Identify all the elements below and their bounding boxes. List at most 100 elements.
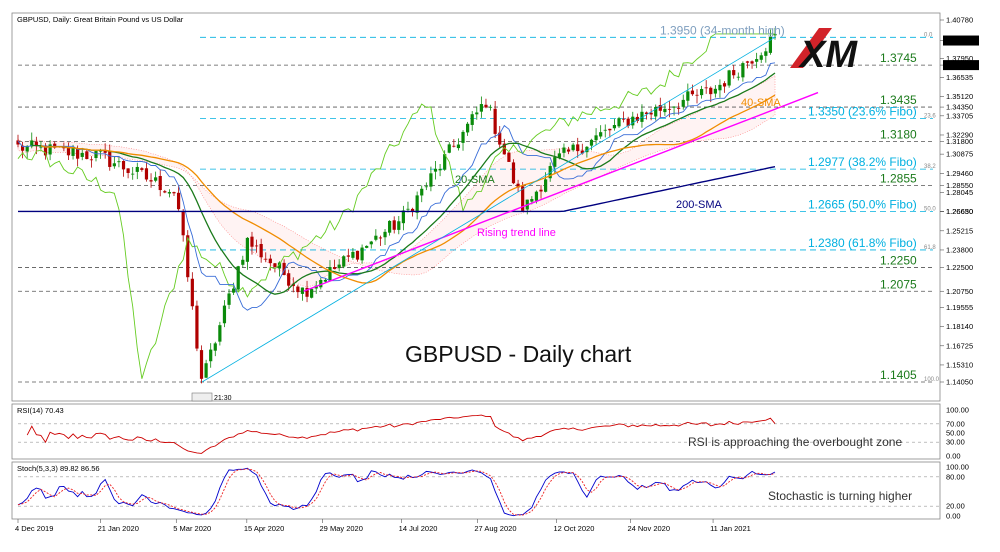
y-tick-label: 1.20750 (946, 287, 973, 296)
candle-body (328, 267, 332, 281)
candle-body (163, 191, 167, 193)
candle-body (695, 94, 699, 96)
y-tick-label: 1.15310 (946, 360, 973, 369)
candle-body (273, 263, 277, 267)
candle-body (699, 89, 704, 96)
level-label: 1.2075 (880, 277, 917, 291)
candle-body (39, 146, 43, 148)
fibo-tag: 23.6 (924, 114, 936, 120)
x-tick-label: 14 Jul 2020 (399, 524, 438, 533)
level-lines (18, 36, 933, 383)
candle-body (117, 161, 121, 163)
candle-body (126, 168, 130, 173)
candle-body (534, 191, 539, 201)
candle-body (20, 145, 25, 151)
candle-body (181, 211, 185, 236)
candle-body (470, 114, 474, 125)
candle-body (511, 162, 516, 184)
candle-body (80, 152, 84, 157)
candle-body (764, 51, 768, 56)
y-tick-label: 1.40780 (946, 16, 973, 25)
indicator-lines (17, 33, 819, 383)
candle-body (745, 61, 750, 63)
candle-body (397, 221, 401, 230)
candle-body (360, 247, 364, 261)
candle-body (199, 350, 204, 379)
rsi-tick-label: 30.00 (946, 438, 965, 447)
candle-body (654, 106, 658, 117)
candle-body (264, 258, 268, 260)
candle-body (415, 195, 419, 213)
candle-body (190, 278, 194, 307)
level-label: 1.3350 (23.6% Fibo) (808, 105, 917, 119)
x-tick-label: 27 Aug 2020 (474, 524, 516, 533)
stoch-d-line (17, 468, 776, 516)
candle-body (516, 183, 520, 188)
rsi-tick-label: 0.00 (946, 452, 961, 461)
sma20-label: 20-SMA (455, 174, 495, 186)
candle-body (245, 237, 249, 262)
candle-body (378, 237, 383, 239)
candle-body (722, 83, 727, 87)
candle-body (204, 363, 208, 378)
candle-body (622, 118, 626, 120)
candle-body (332, 267, 337, 269)
y-tick-label: 1.28550 (946, 181, 973, 190)
candle-body (635, 116, 639, 121)
level-label: 1.2380 (61.8% Fibo) (808, 236, 917, 250)
candle-body (218, 325, 222, 342)
candle-body (346, 255, 350, 257)
candle-body (296, 286, 300, 293)
price-tag-box (943, 35, 979, 46)
level-label: 1.3180 (880, 128, 917, 142)
candle-body (447, 144, 451, 153)
candle-body (608, 128, 612, 131)
y-tick-label: 1.32290 (946, 130, 973, 139)
candle-body (319, 280, 323, 288)
candle-body (310, 288, 314, 298)
level-label: 1.3435 (880, 93, 917, 107)
candle-body (443, 154, 447, 170)
y-tick-label: 1.37950 (946, 54, 973, 63)
candle-body (121, 161, 126, 170)
candle-body (768, 36, 773, 53)
ichimoku-line (17, 33, 775, 379)
candle-body (25, 145, 29, 152)
price-tag-label: 1.39264 (945, 36, 972, 45)
x-tick-label: 4 Dec 2019 (15, 524, 53, 533)
candle-body (323, 279, 327, 282)
candle-body (438, 168, 442, 171)
candle-body (43, 145, 48, 156)
candle-body (521, 186, 525, 211)
candle-body (612, 124, 617, 129)
y-tick-label: 1.28045 (946, 188, 973, 197)
x-tick-label: 24 Nov 2020 (627, 524, 670, 533)
stoch-note: Stochastic is turning higher (768, 489, 912, 503)
candle-body (16, 140, 20, 145)
candle-body (158, 176, 162, 191)
candle-body (98, 150, 103, 152)
candle-body (580, 150, 584, 154)
candle-body (222, 305, 227, 324)
ichimoku-cloud (17, 74, 776, 287)
candle-body (479, 104, 483, 112)
candle-body (750, 61, 754, 64)
candle-body (167, 192, 171, 194)
time-tag-box (191, 392, 213, 402)
candle-body (144, 168, 149, 180)
candle-body (34, 141, 38, 147)
candle-body (176, 192, 181, 210)
candle-body (355, 250, 360, 260)
xm-logo: XM (790, 28, 858, 76)
candle-body (300, 287, 305, 294)
time-axis: 4 Dec 2019 21 Jan 2020 5 Mar 2020 15 Apr 20… (15, 519, 751, 533)
candle-body (406, 208, 410, 210)
y-tick-label: 1.30875 (946, 150, 973, 159)
sma40-label: 40-SMA (741, 97, 781, 109)
candle-body (209, 349, 213, 362)
candle-body (617, 118, 621, 127)
sma40-line (40, 94, 776, 284)
candle-body (727, 70, 731, 86)
candle-body (135, 166, 139, 172)
candle-body (603, 129, 607, 131)
